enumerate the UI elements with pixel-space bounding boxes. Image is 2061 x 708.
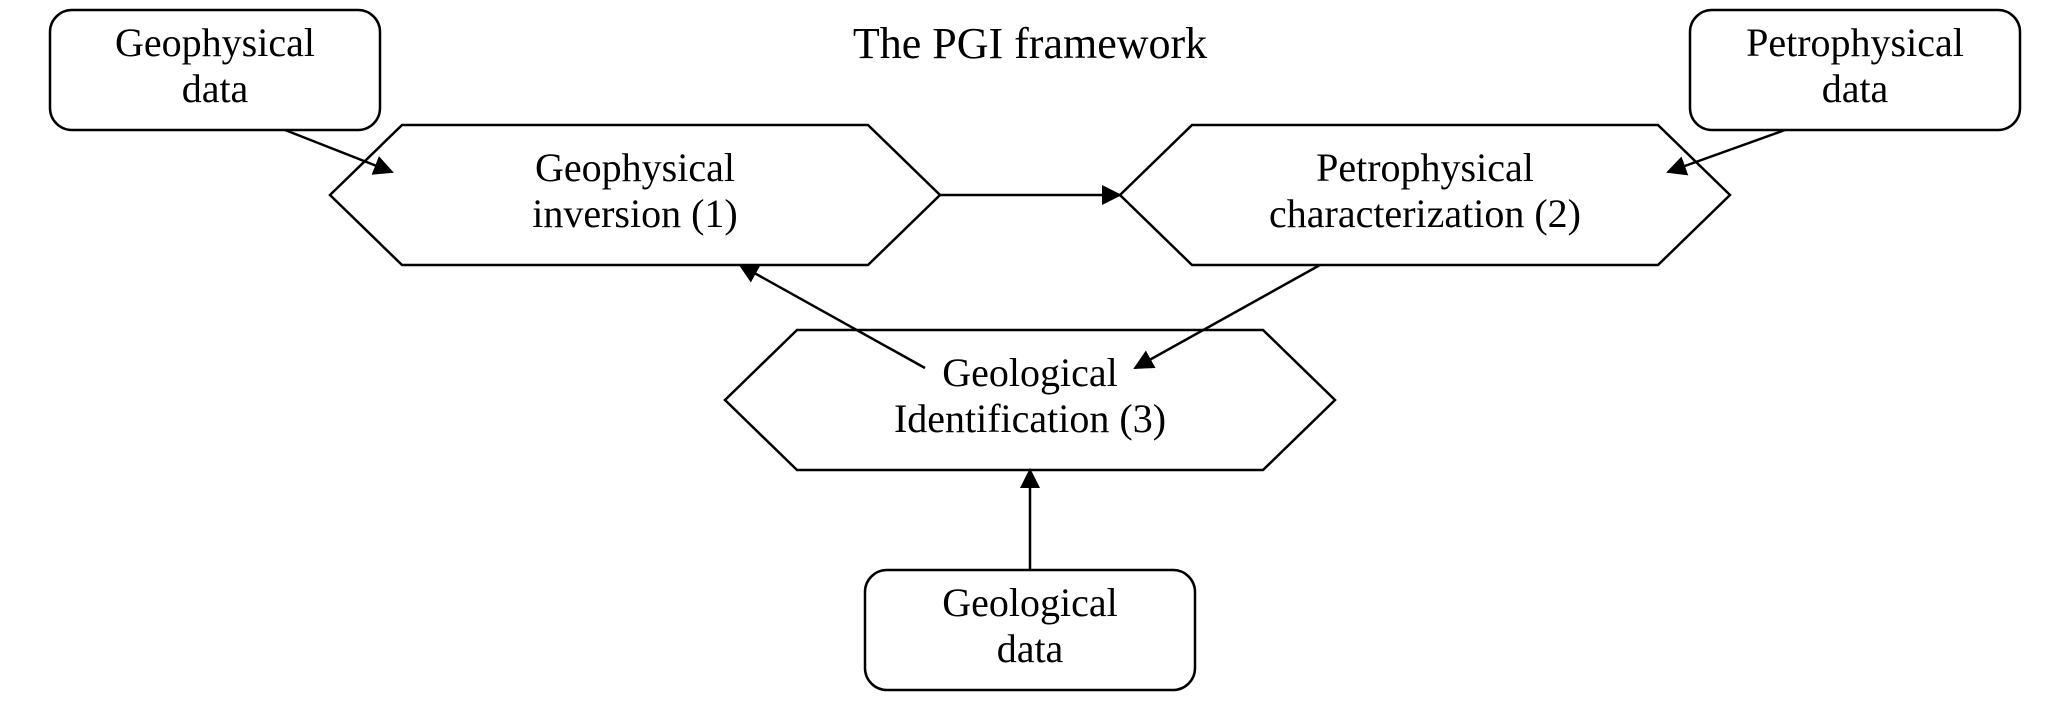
node-geological_ident-line-1: Identification (3) [894,396,1166,441]
node-petrophysical_data-line-1: data [1822,66,1889,111]
node-petrophysical_char: Petrophysicalcharacterization (2) [1120,125,1730,265]
node-geophysical_data-line-0: Geophysical [115,20,315,65]
edge-3 [1135,265,1320,368]
edge-4 [740,265,925,368]
node-geophysical_inversion: Geophysicalinversion (1) [330,125,940,265]
diagram-stage: GeophysicaldataPetrophysicaldataGeologic… [0,0,2061,708]
node-petrophysical_data-line-0: Petrophysical [1746,20,1964,65]
node-petrophysical_char-line-0: Petrophysical [1316,145,1534,190]
diagram-title: The PGI framework [853,19,1207,68]
node-geological_ident: GeologicalIdentification (3) [725,330,1335,470]
node-geological_data: Geologicaldata [865,570,1195,690]
node-geophysical_inversion-line-1: inversion (1) [532,191,738,236]
diagram-svg: GeophysicaldataPetrophysicaldataGeologic… [0,0,2061,708]
node-petrophysical_char-line-1: characterization (2) [1269,191,1581,236]
node-geophysical_data: Geophysicaldata [50,10,380,130]
node-petrophysical_data: Petrophysicaldata [1690,10,2020,130]
node-geological_ident-line-0: Geological [942,350,1118,395]
node-geophysical_data-line-1: data [182,66,249,111]
node-geological_data-line-1: data [997,626,1064,671]
node-geophysical_inversion-line-0: Geophysical [535,145,735,190]
node-geological_data-line-0: Geological [942,580,1118,625]
